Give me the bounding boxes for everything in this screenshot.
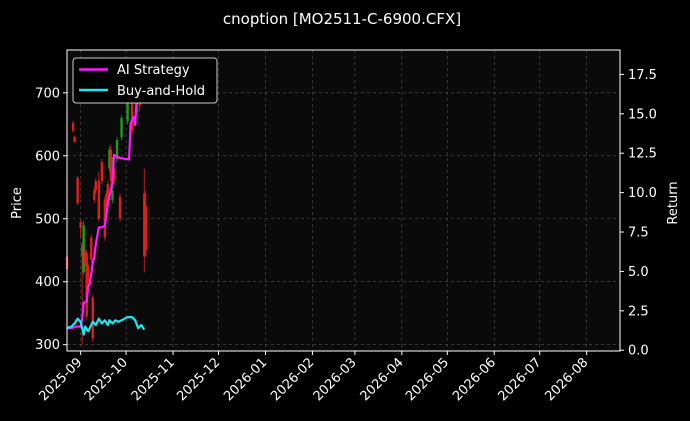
candle-body — [91, 297, 94, 339]
candle-body — [130, 92, 134, 131]
candle — [79, 220, 82, 238]
candle — [85, 250, 88, 320]
candle-body — [82, 225, 85, 273]
left-tick-label: 500 — [35, 212, 60, 227]
candle-body — [94, 180, 97, 191]
candle-body — [97, 180, 101, 219]
left-tick-label: 600 — [35, 149, 60, 164]
x-tick-label: 2026-03 — [311, 355, 360, 404]
candle-body — [83, 251, 87, 263]
candle-body — [79, 221, 82, 229]
candle-body — [108, 149, 111, 169]
left-axis-label: Price — [10, 187, 25, 219]
candle — [87, 262, 90, 285]
x-tick-label: 2025-10 — [82, 355, 131, 404]
x-tick-label: 2026-05 — [403, 355, 452, 404]
candle-body — [87, 265, 90, 282]
x-tick-label: 2026-02 — [268, 355, 317, 404]
right-tick-label: 0.0 — [628, 344, 649, 359]
x-tick-label: 2026-07 — [496, 355, 545, 404]
right-tick-label: 12.5 — [628, 147, 657, 162]
right-tick-label: 10.0 — [628, 186, 657, 201]
candle — [73, 135, 76, 144]
x-tick-label: 2026-06 — [450, 355, 499, 404]
candle — [100, 158, 104, 185]
buy-and-hold-line — [66, 316, 146, 336]
candle-body — [106, 184, 110, 204]
candle — [83, 248, 87, 266]
x-tick-label: 2026-04 — [358, 355, 407, 404]
return-series — [66, 66, 146, 336]
candle-body — [111, 190, 114, 200]
x-tick-label: 2025-09 — [36, 355, 85, 404]
candle-body — [73, 136, 76, 142]
candle-body — [115, 140, 119, 159]
candle-body — [76, 177, 79, 204]
candle-body — [71, 123, 75, 131]
left-tick-label: 300 — [35, 338, 60, 353]
candle-body — [80, 245, 84, 256]
candle — [97, 171, 101, 222]
candle — [108, 146, 111, 172]
chart-title: cnoption [MO2511-C-6900.CFX] — [223, 10, 461, 28]
candle-body — [143, 193, 146, 257]
left-tick-label: 700 — [35, 86, 60, 101]
candle — [143, 168, 146, 273]
left-axis-ticks: 300 400 500 600 700 — [35, 86, 67, 353]
candle — [90, 234, 93, 263]
candle-body — [144, 206, 147, 251]
candle — [144, 190, 147, 257]
right-tick-label: 17.5 — [628, 68, 657, 83]
plot-frame — [66, 49, 621, 352]
candle — [118, 193, 122, 222]
candle — [71, 120, 75, 134]
right-tick-label: 7.5 — [628, 226, 649, 241]
candle-body — [85, 253, 88, 317]
candle-body — [109, 149, 113, 181]
x-tick-label: 2026-01 — [221, 355, 270, 404]
legend-label-ai-strategy: AI Strategy — [117, 63, 190, 78]
candle-body — [93, 190, 96, 200]
candle-body — [90, 237, 93, 260]
x-axis-ticks: 2025-092025-102025-112025-122026-012026-… — [36, 351, 591, 404]
candle-body — [126, 99, 129, 122]
candle — [93, 187, 96, 204]
candle — [91, 294, 94, 342]
candle — [76, 175, 79, 205]
ai-strategy-line — [67, 66, 140, 330]
candle-body — [120, 118, 123, 137]
candle — [94, 177, 97, 194]
x-tick-label: 2026-08 — [542, 355, 591, 404]
x-tick-label: 2025-11 — [129, 355, 178, 404]
candle-body — [105, 193, 108, 216]
candle-body — [100, 162, 104, 181]
right-tick-label: 5.0 — [628, 265, 649, 280]
candle-body — [118, 196, 122, 219]
candle — [82, 220, 85, 276]
candle — [120, 114, 123, 141]
right-tick-label: 15.0 — [628, 107, 657, 122]
right-tick-label: 2.5 — [628, 304, 649, 319]
right-axis-label: Return — [666, 181, 681, 224]
left-tick-label: 400 — [35, 275, 60, 290]
x-tick-label: 2025-12 — [174, 355, 223, 404]
legend-box — [72, 57, 218, 104]
right-axis-ticks: 0.0 2.5 5.0 7.5 10.0 12.5 15.0 17.5 — [620, 68, 657, 359]
legend: AI Strategy Buy-and-Hold — [72, 57, 218, 104]
legend-label-buy-and-hold: Buy-and-Hold — [117, 84, 205, 99]
candle — [115, 136, 119, 163]
